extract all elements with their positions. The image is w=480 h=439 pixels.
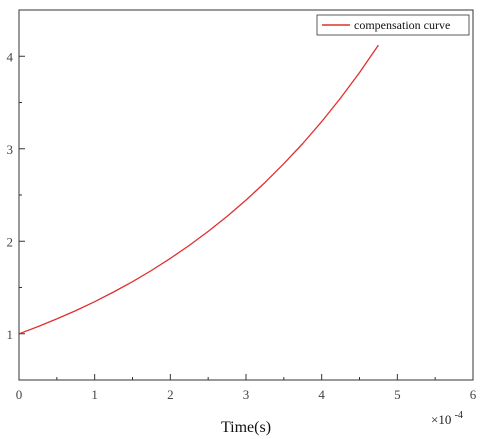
x-axis-multiplier-exponent: -4 (455, 410, 463, 421)
x-tick-label-6: 6 (470, 387, 477, 402)
x-tick-label-1: 1 (91, 387, 98, 402)
x-tick-label-0: 0 (16, 387, 23, 402)
x-tick-label-5: 5 (394, 387, 401, 402)
x-tick-label-4: 4 (318, 387, 325, 402)
legend-label-compensation-curve: compensation curve (354, 18, 450, 32)
y-tick-label-1: 1 (7, 327, 14, 342)
y-tick-label-2: 2 (7, 234, 14, 249)
x-axis-label: Time(s) (221, 419, 271, 436)
x-tick-label-3: 3 (243, 387, 250, 402)
legend: compensation curve (316, 14, 470, 36)
plot-frame (18, 9, 474, 381)
series-layer (18, 44, 379, 335)
legend-box (316, 14, 470, 36)
y-tick-label-4: 4 (7, 49, 14, 64)
axis-tick-labels: 0 1 2 3 4 5 6 1 2 3 4 (7, 49, 477, 402)
y-tick-label-3: 3 (7, 142, 14, 157)
axis-ticks (18, 55, 474, 380)
x-axis-multiplier: ×10 -4 (431, 410, 463, 427)
x-tick-label-2: 2 (167, 387, 174, 402)
x-axis-multiplier-base: ×10 (431, 412, 451, 427)
series-line-compensation-curve (18, 44, 379, 335)
